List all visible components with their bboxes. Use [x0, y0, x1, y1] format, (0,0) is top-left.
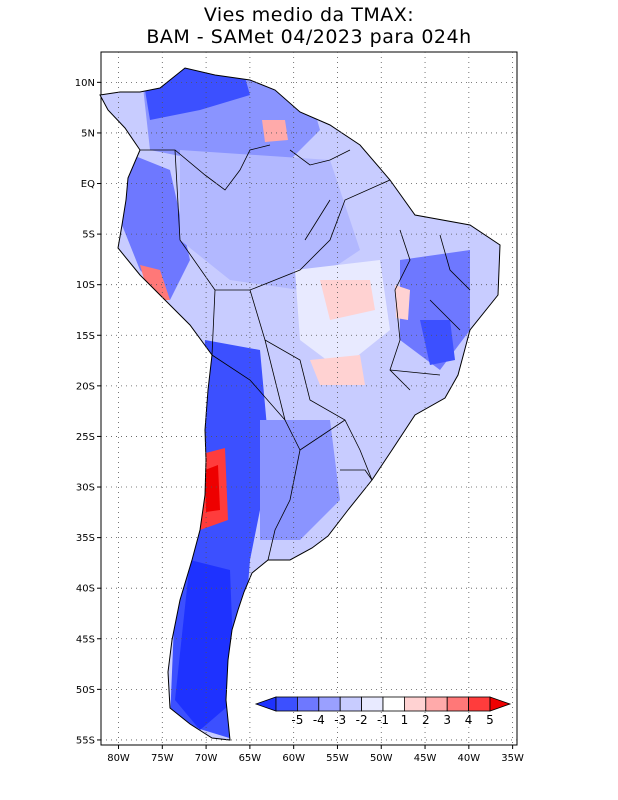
colorbar-label: 4	[465, 713, 473, 727]
colorbar-label: 1	[401, 713, 409, 727]
chart-title-line-1: Vies medio da TMAX:	[203, 4, 415, 26]
colorbar-swatch	[339, 696, 363, 712]
colorbar-max-arrow	[489, 696, 512, 712]
lat-tick-label: 10S	[76, 280, 95, 291]
lat-tick-label: 50S	[76, 685, 95, 696]
latitude-axis: 10N 5N EQ 5S 10S 15S 20S 25S 30S 35S 40S 45S 50S 55S	[75, 78, 101, 746]
lat-tick-label: 40S	[76, 584, 95, 595]
lat-tick-label: 55S	[76, 735, 95, 746]
lon-tick-label: 65W	[239, 753, 262, 764]
lon-tick-label: 60W	[282, 753, 305, 764]
country-borders	[140, 144, 471, 561]
lat-tick-label: 45S	[76, 634, 95, 645]
colorbar-label: 5	[486, 713, 494, 727]
colorbar-label: 3	[443, 713, 451, 727]
colorbar-swatch	[403, 696, 427, 712]
lat-tick-label: 35S	[76, 533, 95, 544]
lon-tick-label: 50W	[370, 753, 393, 764]
lon-tick-label: 70W	[195, 753, 218, 764]
lat-tick-label: 10N	[75, 78, 95, 89]
colorbar-label: -1	[377, 713, 389, 727]
colorbar-swatch	[425, 696, 448, 712]
colorbar-label: -4	[313, 713, 325, 727]
colorbar-swatch	[318, 696, 341, 712]
graticule	[101, 52, 517, 745]
colorbar: -5 -4 -3 -2 -1 1 2 3 4 5	[254, 696, 512, 727]
lon-tick-label: 55W	[326, 753, 349, 764]
longitude-axis: 80W 75W 70W 65W 60W 55W 50W 45W 40W 35W	[107, 745, 524, 764]
colorbar-swatch	[275, 696, 298, 712]
lat-tick-label: EQ	[81, 179, 95, 190]
lon-tick-label: 45W	[414, 753, 437, 764]
lon-tick-label: 75W	[151, 753, 174, 764]
lat-tick-label: 5N	[81, 128, 95, 139]
chart-title-line-2: BAM - SAMet 04/2023 para 024h	[146, 26, 472, 48]
lon-tick-label: 35W	[501, 753, 524, 764]
colorbar-swatch	[361, 696, 384, 712]
lat-tick-label: 20S	[76, 381, 95, 392]
lon-tick-label: 40W	[458, 753, 481, 764]
colorbar-swatch	[468, 696, 491, 712]
lon-tick-label: 80W	[107, 753, 130, 764]
colorbar-label: -2	[356, 713, 368, 727]
lat-tick-label: 25S	[76, 432, 95, 443]
colorbar-swatch	[296, 696, 320, 712]
colorbar-label: -5	[291, 713, 303, 727]
colorbar-swatch	[382, 696, 405, 712]
lat-tick-label: 15S	[76, 331, 95, 342]
colorbar-label: -3	[334, 713, 346, 727]
lat-tick-label: 30S	[76, 483, 95, 494]
colorbar-label: 2	[422, 713, 430, 727]
lat-tick-label: 5S	[82, 230, 95, 241]
coastline	[99, 67, 501, 741]
colorbar-swatch	[446, 696, 470, 712]
